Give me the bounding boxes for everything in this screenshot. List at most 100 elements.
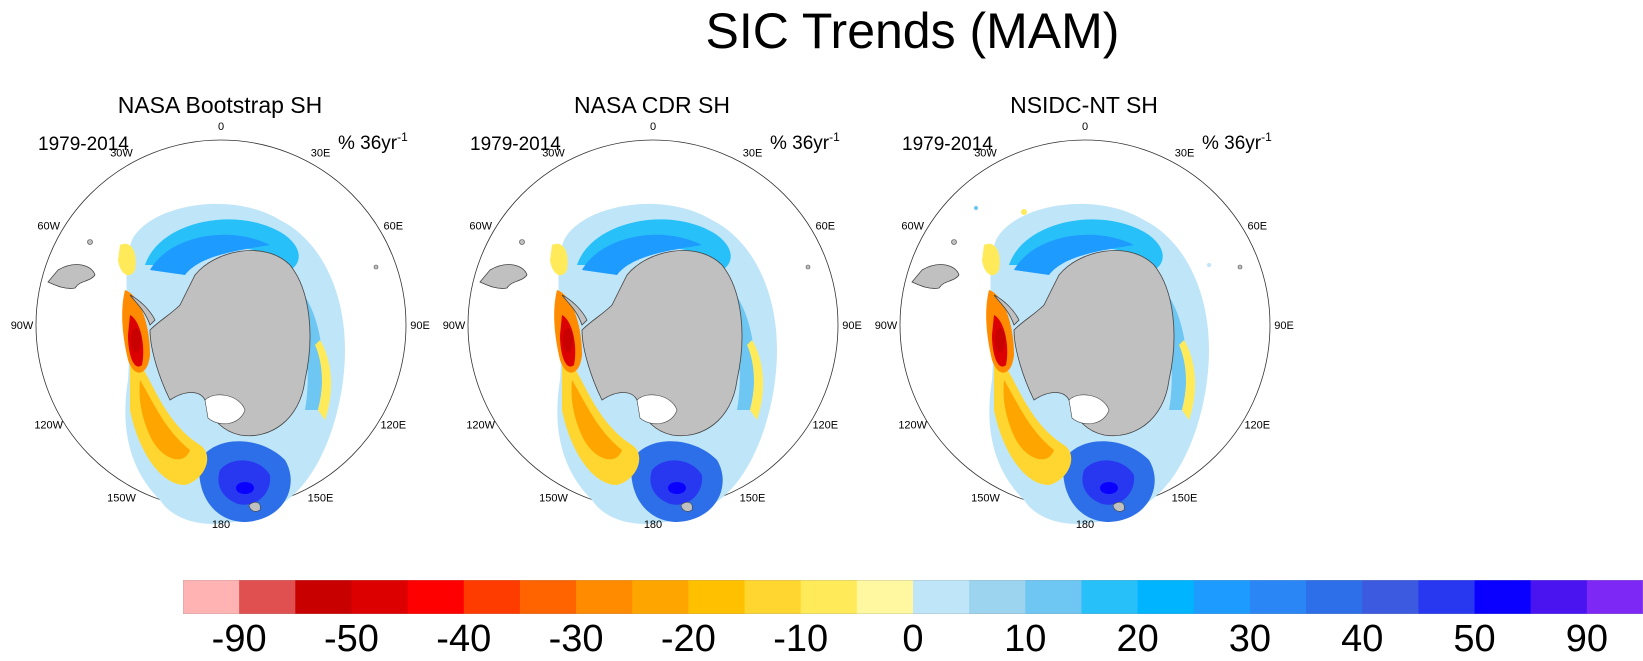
- panel-title: NASA Bootstrap SH: [117, 92, 323, 118]
- colorbar-segment: [913, 580, 970, 614]
- colorbar-tick-label: 20: [1116, 618, 1159, 660]
- polar-map: 0 30E 60E 90E 120E 150E 180 150W 120W 90W 60W 30W: [443, 121, 862, 531]
- colorbar-tick-label: -50: [323, 618, 379, 660]
- longitude-label: 90E: [1274, 320, 1294, 332]
- colorbar-tick-label: -90: [211, 618, 267, 660]
- ice-trend-area: [982, 243, 1000, 276]
- longitude-label: 90E: [410, 320, 430, 332]
- colorbar-segment: [688, 580, 746, 614]
- ice-trend-area: [1003, 380, 1054, 460]
- longitude-label: 30W: [974, 148, 997, 160]
- colorbar-tick-label: 0: [902, 618, 924, 660]
- colorbar-segment: [1193, 580, 1251, 614]
- longitude-label: 120E: [1244, 420, 1270, 432]
- colorbar: [183, 580, 1643, 614]
- new-zealand: [248, 501, 261, 512]
- ross-ice-shelf: [636, 394, 678, 425]
- ice-trend-area: [571, 380, 622, 460]
- colorbar-segment: [1081, 580, 1139, 614]
- colorbar-tick-label: -30: [548, 618, 604, 660]
- colorbar-segment: [1362, 580, 1419, 614]
- longitude-label: 0: [650, 121, 656, 133]
- colorbar-segment: [576, 580, 633, 614]
- period-label: 1979-2014: [902, 134, 993, 155]
- ice-trend-area: [582, 234, 702, 275]
- units-label: % 36yr-1: [1202, 130, 1272, 154]
- colorbar-tick-label: 10: [1004, 618, 1047, 660]
- colorbar-segment: [463, 580, 521, 614]
- island: [805, 264, 811, 270]
- colorbar-segment: [1306, 580, 1363, 614]
- ice-trend-area: [974, 206, 978, 210]
- new-zealand: [1112, 501, 1125, 512]
- colorbar-segment: [519, 580, 577, 614]
- longitude-label: 90W: [443, 320, 466, 332]
- colorbar-segment: [295, 580, 352, 614]
- island: [1237, 264, 1243, 270]
- colorbar-segment: [744, 580, 802, 614]
- longitude-label: 120E: [812, 420, 838, 432]
- longitude-label: 180: [644, 519, 662, 531]
- longitude-label: 120E: [380, 420, 406, 432]
- colorbar-tick-label: -20: [660, 618, 716, 660]
- ice-trend-area: [315, 340, 332, 420]
- colorbar-segment: [1249, 580, 1307, 614]
- south-america: [479, 264, 528, 289]
- south-america: [911, 264, 960, 289]
- longitude-label: 120W: [466, 420, 495, 432]
- main-title: SIC Trends (MAM): [705, 3, 1120, 59]
- longitude-label: 30W: [110, 148, 133, 160]
- longitude-label: 150E: [740, 492, 766, 504]
- ross-ice-shelf: [204, 394, 246, 425]
- colorbar-segment: [239, 580, 296, 614]
- longitude-label: 180: [212, 519, 230, 531]
- colorbar-segment: [856, 580, 914, 614]
- colorbar-segment: [407, 580, 465, 614]
- south-america: [47, 264, 96, 289]
- longitude-label: 60W: [37, 221, 60, 233]
- longitude-label: 90W: [11, 320, 34, 332]
- panel-title: NASA CDR SH: [574, 92, 730, 118]
- antarctic-peninsula: [993, 294, 1020, 326]
- colorbar-tick-label: 90: [1565, 618, 1608, 660]
- colorbar-segment: [1137, 580, 1195, 614]
- ice-trend-area: [1014, 234, 1134, 275]
- panel-title: NSIDC-NT SH: [1010, 92, 1158, 118]
- map-panel-nsidc-nt: 0 30E 60E 90E 120E 150E 180 150W 120W 90W 60W 30W N…: [864, 90, 1304, 540]
- ice-trend-area: [131, 328, 141, 352]
- longitude-label: 150W: [971, 492, 1000, 504]
- colorbar-segment: [351, 580, 409, 614]
- ice-trend-area: [150, 234, 270, 275]
- longitude-label: 60W: [469, 221, 492, 233]
- island: [373, 264, 379, 270]
- longitude-label: 120W: [34, 420, 63, 432]
- colorbar-segment: [183, 580, 240, 614]
- map-panel-nasa-bootstrap: 0 30E 60E 90E 120E 150E 180 150W 120W 90W 60W 30W N…: [0, 90, 440, 540]
- colorbar-tick-label: 50: [1453, 618, 1496, 660]
- longitude-label: 30W: [542, 148, 565, 160]
- longitude-label: 60W: [901, 221, 924, 233]
- colorbar-segment: [1530, 580, 1588, 614]
- ice-trend-area: [563, 328, 573, 352]
- longitude-label: 30E: [743, 148, 763, 160]
- period-label: 1979-2014: [38, 134, 129, 155]
- longitude-label: 90W: [875, 320, 898, 332]
- period-label: 1979-2014: [470, 134, 561, 155]
- ice-trend-area: [236, 482, 254, 494]
- longitude-label: 30E: [311, 148, 331, 160]
- colorbar-segment: [1025, 580, 1082, 614]
- polar-map: 0 30E 60E 90E 120E 150E 180 150W 120W 90W 60W 30W: [875, 121, 1294, 531]
- colorbar-segment: [1474, 580, 1532, 614]
- ice-trend-area: [747, 340, 764, 420]
- longitude-label: 60E: [384, 221, 404, 233]
- colorbar-tick-label: -10: [773, 618, 829, 660]
- longitude-label: 150W: [539, 492, 568, 504]
- colorbar-tick-label: -40: [436, 618, 492, 660]
- ice-trend-area: [995, 328, 1005, 352]
- longitude-label: 30E: [1175, 148, 1195, 160]
- colorbar-segment: [969, 580, 1026, 614]
- units-label: % 36yr-1: [770, 130, 840, 154]
- longitude-label: 0: [218, 121, 224, 133]
- polar-map: 0 30E 60E 90E 120E 150E 180 150W 120W 90W 60W 30W: [11, 121, 430, 531]
- longitude-label: 90E: [842, 320, 862, 332]
